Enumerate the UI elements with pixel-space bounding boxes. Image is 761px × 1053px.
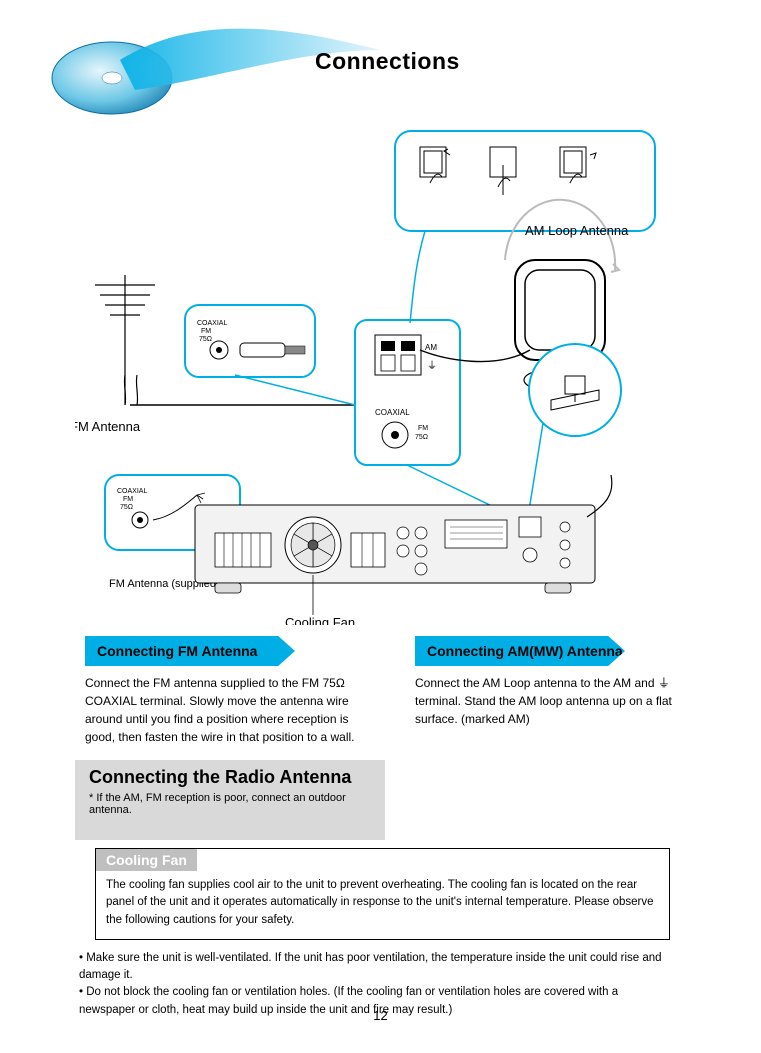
fm-step-body: Connect the FM antenna supplied to the F… [85,674,385,746]
radio-caption: * If the AM, FM reception is poor, conne… [89,792,371,816]
cooling-body: The cooling fan supplies cool air to the… [96,871,669,939]
fm-step-heading: Connecting FM Antenna [85,636,295,666]
rear-panel-illustration [195,475,612,615]
svg-text:⏚: ⏚ [427,360,437,372]
outdoor-antenna-icon [95,275,155,405]
svg-text:FM: FM [418,425,428,432]
svg-text:COAXIAL: COAXIAL [117,488,147,495]
svg-text:AM: AM [425,343,437,352]
page-title: Connections [315,48,460,75]
svg-text:COAXIAL: COAXIAL [375,408,410,417]
svg-text:FM: FM [201,328,211,335]
svg-text:FM: FM [123,496,133,503]
fm-antenna-label: FM Antenna [75,419,141,434]
cooling-heading: Cooling Fan [96,849,197,871]
am-step-body: Connect the AM Loop antenna to the AM an… [415,674,715,728]
am-step: Connecting AM(MW) Antenna Connect the AM… [415,636,715,728]
am-antenna-label: AM Loop Antenna [525,223,629,238]
svg-text:75Ω: 75Ω [120,504,133,511]
cooling-fan-box: Cooling Fan The cooling fan supplies coo… [95,848,670,940]
radio-title-bar: Connecting the Radio Antenna * If the AM… [75,760,385,840]
radio-antenna-section: Connecting the Radio Antenna * If the AM… [75,760,675,1019]
svg-text:75Ω: 75Ω [199,336,212,343]
coaxial-small-label-1: COAXIAL [197,320,227,327]
svg-text:75Ω: 75Ω [415,434,428,441]
cooling-fan-label: Cooling Fan [285,615,355,625]
radio-title: Connecting the Radio Antenna [89,767,351,787]
page-number: 12 [373,1008,387,1023]
am-step-heading: Connecting AM(MW) Antenna [415,636,625,666]
fm-step: Connecting FM Antenna Connect the FM ant… [85,636,385,746]
bullet-1: • Make sure the unit is well-ventilated.… [79,950,675,985]
antenna-diagram: FM Antenna COAXIAL FM 75Ω [75,125,675,625]
